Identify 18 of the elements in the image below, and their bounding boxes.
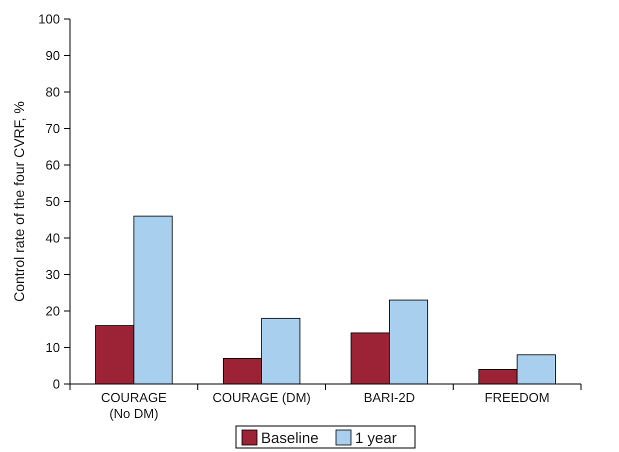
y-tick-label: 10 — [46, 340, 60, 356]
x-tick-label: COURAGE (No DM) — [101, 390, 168, 421]
y-tick-label: 0 — [52, 376, 60, 392]
y-tick-label: 20 — [46, 304, 60, 319]
y-axis-title: Control rate of the four CVRF, % — [11, 101, 27, 302]
x-tick-label: COURAGE (DM) — [212, 390, 311, 405]
y-tick-label: 30 — [46, 267, 60, 282]
y-tick-label: 50 — [46, 194, 60, 210]
y-tick-label: 60 — [46, 158, 60, 173]
x-tick-label: FREEDOM — [484, 390, 550, 405]
y-tick-label: 90 — [46, 48, 60, 64]
legend-label: 1 year — [355, 430, 397, 447]
x-tick-label: BARI-2D — [364, 390, 416, 405]
y-tick-label: 40 — [46, 230, 60, 246]
y-tick-label: 80 — [46, 84, 60, 100]
y-tick-label: 100 — [38, 12, 60, 27]
y-tick-label: 70 — [46, 121, 60, 136]
legend-label: Baseline — [261, 430, 319, 447]
